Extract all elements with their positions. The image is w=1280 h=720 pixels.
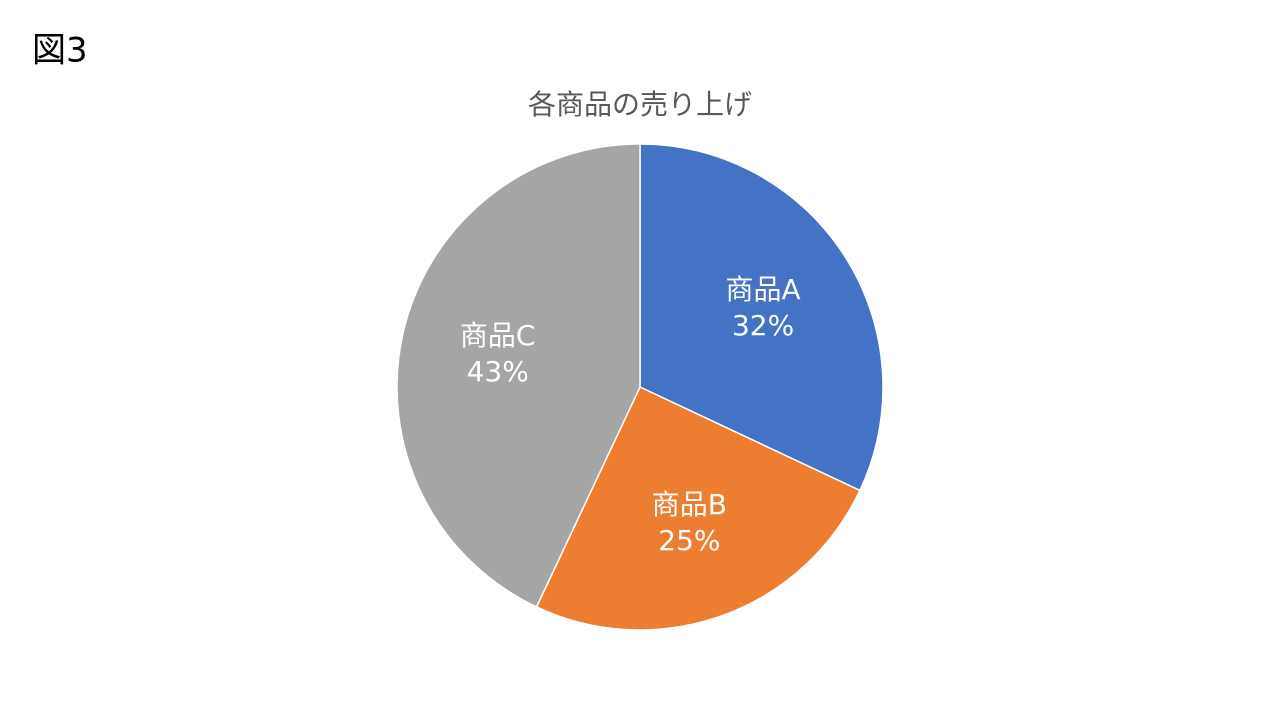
slice-value-label: 25% bbox=[658, 524, 720, 557]
slice-value-label: 32% bbox=[732, 309, 794, 342]
pie-slice bbox=[639, 143, 884, 492]
slice-category-label: 商品B bbox=[652, 488, 727, 521]
slice-value-label: 43% bbox=[467, 355, 529, 388]
chart-title: 各商品の売り上げ bbox=[528, 88, 752, 121]
figure-label: 図3 bbox=[32, 31, 88, 71]
slice-category-label: 商品A bbox=[726, 273, 801, 306]
slice-category-label: 商品C bbox=[460, 319, 536, 352]
pie-slice bbox=[396, 143, 641, 608]
pie-slice bbox=[535, 386, 861, 631]
